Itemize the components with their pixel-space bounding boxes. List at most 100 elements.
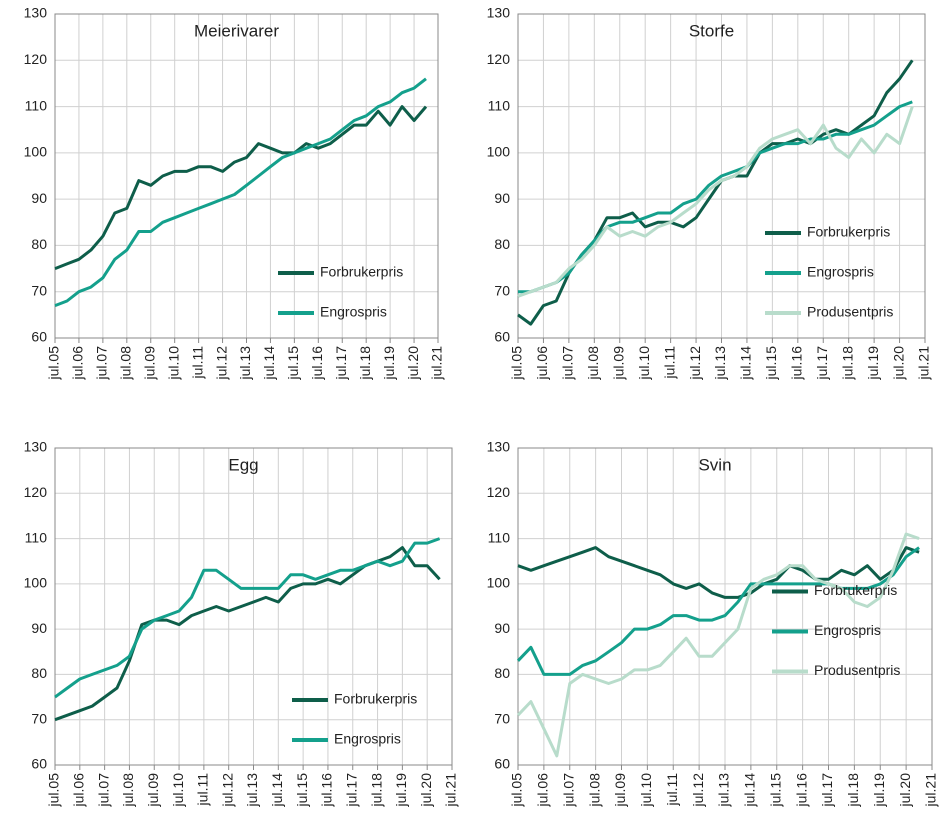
y-tick-label: 80 xyxy=(31,665,47,681)
x-tick-label: jul.20 xyxy=(418,773,434,808)
x-tick-label: jul.18 xyxy=(839,346,855,381)
x-tick-label: jul.13 xyxy=(716,773,732,808)
x-tick-label: jul.14 xyxy=(742,773,758,808)
y-tick-label: 70 xyxy=(494,282,510,298)
chart-title: Meierivarer xyxy=(194,21,279,40)
x-tick-label: jul.15 xyxy=(285,346,301,381)
y-tick-label: 120 xyxy=(24,51,48,67)
x-tick-label: jul.12 xyxy=(687,346,703,381)
x-tick-label: jul.13 xyxy=(244,773,260,808)
x-tick-label: jul.21 xyxy=(916,346,932,381)
x-tick-label: jul.16 xyxy=(793,773,809,808)
x-tick-label: jul.13 xyxy=(237,346,253,381)
y-tick-label: 80 xyxy=(494,665,510,681)
legend-label: Forbrukerpris xyxy=(814,582,897,598)
x-tick-label: jul.19 xyxy=(393,773,409,808)
x-tick-label: jul.09 xyxy=(612,773,628,808)
x-tick-label: jul.05 xyxy=(509,773,525,808)
legend-label: Engrospris xyxy=(814,622,881,638)
x-tick-label: jul.17 xyxy=(819,773,835,808)
y-tick-label: 70 xyxy=(31,710,47,726)
x-tick-label: jul.11 xyxy=(189,346,205,380)
y-tick-label: 110 xyxy=(25,97,48,113)
x-tick-label: jul.16 xyxy=(319,773,335,808)
plot-frame xyxy=(517,447,933,766)
x-tick-label: jul.18 xyxy=(368,773,384,808)
x-tick-label: jul.07 xyxy=(560,773,576,808)
x-tick-label: jul.08 xyxy=(120,773,136,808)
plot-frame xyxy=(517,13,926,339)
x-tick-label: jul.14 xyxy=(261,346,277,381)
series-line xyxy=(54,537,441,699)
y-tick-label: 100 xyxy=(487,575,511,591)
legend-label: Engrospris xyxy=(807,264,874,280)
x-tick-label: jul.14 xyxy=(738,346,754,381)
x-tick-label: jul.06 xyxy=(70,346,86,381)
x-tick-label: jul.10 xyxy=(165,346,181,381)
series-line xyxy=(517,59,914,326)
x-tick-label: jul.07 xyxy=(94,346,110,381)
x-tick-label: jul.12 xyxy=(690,773,706,808)
x-tick-label: jul.21 xyxy=(923,773,939,808)
x-tick-label: jul.09 xyxy=(610,346,626,381)
y-tick-label: 70 xyxy=(494,710,510,726)
x-tick-label: jul.15 xyxy=(767,773,783,808)
x-tick-label: jul.09 xyxy=(145,773,161,808)
series-line xyxy=(517,106,914,298)
y-tick-label: 110 xyxy=(488,97,511,113)
y-tick-label: 90 xyxy=(494,190,510,206)
x-tick-label: jul.06 xyxy=(534,346,550,381)
x-tick-label: jul.05 xyxy=(46,346,62,381)
y-tick-label: 120 xyxy=(487,51,511,67)
y-tick-label: 90 xyxy=(31,620,47,636)
x-tick-label: jul.17 xyxy=(343,773,359,808)
y-tick-label: 120 xyxy=(487,484,511,500)
x-tick-label: jul.08 xyxy=(118,346,134,381)
legend-label: Forbrukerpris xyxy=(807,224,890,240)
x-tick-label: jul.06 xyxy=(535,773,551,808)
x-tick-label: jul.18 xyxy=(357,346,373,381)
x-tick-label: jul.17 xyxy=(333,346,349,381)
x-tick-label: jul.21 xyxy=(429,346,445,381)
x-tick-label: jul.18 xyxy=(845,773,861,808)
x-tick-label: jul.19 xyxy=(871,773,887,808)
x-tick-label: jul.08 xyxy=(586,773,602,808)
y-tick-label: 130 xyxy=(24,439,48,455)
legend-label: Produsentpris xyxy=(814,662,900,678)
series-line xyxy=(54,105,428,270)
legend-label: Forbrukerpris xyxy=(334,691,417,707)
x-tick-label: jul.13 xyxy=(712,346,728,381)
y-tick-label: 70 xyxy=(31,282,47,298)
chart-title: Egg xyxy=(228,455,258,474)
y-tick-label: 60 xyxy=(494,756,510,772)
y-tick-label: 60 xyxy=(31,756,47,772)
y-tick-label: 80 xyxy=(31,236,47,252)
series-line xyxy=(516,546,920,676)
chart-title: Storfe xyxy=(689,21,734,40)
x-tick-label: jul.19 xyxy=(381,346,397,381)
x-tick-label: jul.07 xyxy=(560,346,576,381)
y-tick-label: 100 xyxy=(24,144,48,160)
y-tick-label: 90 xyxy=(31,190,47,206)
x-tick-label: jul.19 xyxy=(865,346,881,381)
series-line xyxy=(518,100,913,294)
x-tick-label: jul.12 xyxy=(213,346,229,381)
x-tick-label: jul.11 xyxy=(664,773,680,807)
x-tick-label: jul.15 xyxy=(294,773,310,808)
y-tick-label: 130 xyxy=(24,5,48,21)
x-tick-label: jul.07 xyxy=(95,773,111,808)
x-tick-label: jul.11 xyxy=(661,346,677,380)
x-tick-label: jul.20 xyxy=(405,346,421,381)
x-tick-label: jul.16 xyxy=(789,346,805,381)
x-tick-label: jul.20 xyxy=(897,773,913,808)
x-tick-label: jul.16 xyxy=(309,346,325,381)
y-tick-label: 130 xyxy=(487,439,511,455)
y-tick-label: 100 xyxy=(487,144,511,160)
series-line xyxy=(516,532,920,758)
x-tick-label: jul.17 xyxy=(814,346,830,381)
x-tick-label: jul.12 xyxy=(219,773,235,808)
legend-label: Forbrukerpris xyxy=(320,264,403,280)
x-tick-label: jul.20 xyxy=(890,346,906,381)
y-tick-label: 110 xyxy=(488,529,511,545)
